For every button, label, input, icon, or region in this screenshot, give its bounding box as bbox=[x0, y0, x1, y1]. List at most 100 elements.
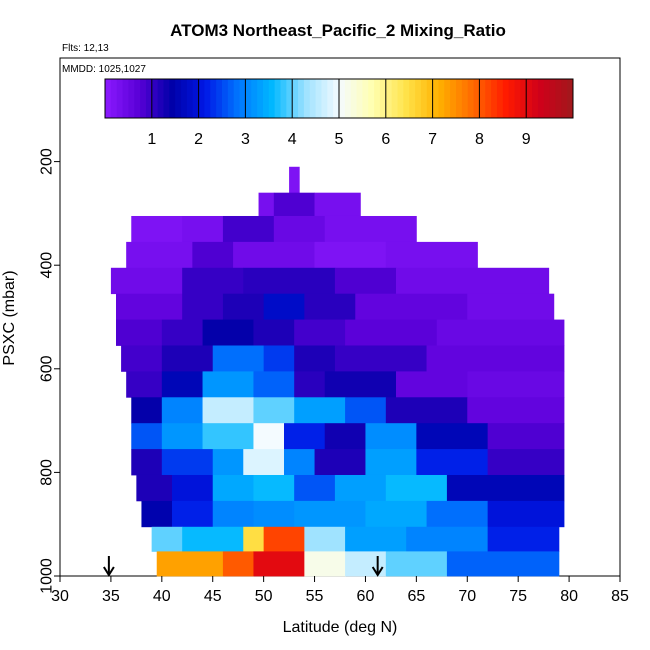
colorbar-swatch bbox=[204, 79, 211, 118]
heatmap-cell bbox=[467, 293, 555, 320]
heatmap-cell bbox=[116, 293, 183, 320]
heatmap-cell bbox=[284, 449, 315, 476]
mmdd-label: MMDD: 1025,1027 bbox=[62, 64, 146, 75]
colorbar-swatch bbox=[309, 79, 317, 118]
colorbar: 1 2 3 4 5 6 7 8 9 bbox=[104, 78, 574, 148]
x-tick-label: 50 bbox=[255, 588, 273, 605]
heatmap-cell bbox=[314, 241, 387, 269]
heatmap-cell bbox=[355, 293, 468, 320]
y-axis-label: PSXC (mbar) bbox=[1, 270, 18, 365]
heatmap-cell bbox=[202, 397, 254, 424]
heatmap-cell bbox=[487, 526, 560, 552]
heatmap-cell bbox=[131, 215, 183, 243]
heatmap-cell bbox=[487, 423, 565, 450]
heatmap-cell bbox=[116, 319, 163, 346]
heatmap-cell bbox=[151, 526, 183, 552]
heatmap-cell bbox=[385, 474, 448, 502]
heatmap-cell bbox=[487, 500, 565, 528]
colorbar-swatch bbox=[262, 79, 270, 118]
colorbar-swatch bbox=[233, 79, 241, 118]
heatmap-cell bbox=[161, 319, 203, 346]
colorbar-swatch bbox=[502, 79, 510, 118]
colorbar-swatch bbox=[286, 79, 293, 118]
colorbar-tick-label: 1 bbox=[147, 131, 156, 148]
colorbar-swatch bbox=[403, 79, 410, 118]
heatmap-cell bbox=[334, 345, 427, 372]
colorbar-swatch bbox=[496, 79, 504, 118]
colorbar-tick-label: 3 bbox=[241, 131, 250, 148]
heatmap-cell bbox=[263, 526, 305, 552]
colorbar-swatch bbox=[368, 79, 375, 118]
heatmap-cell bbox=[385, 551, 448, 577]
colorbar-swatch bbox=[485, 79, 492, 118]
colorbar-swatch bbox=[298, 79, 305, 118]
colorbar-tick-label: 4 bbox=[288, 131, 297, 148]
colorbar-tick-label: 5 bbox=[335, 131, 344, 148]
heatmap-cell bbox=[172, 500, 214, 528]
heatmap-cell bbox=[273, 215, 326, 243]
heatmap-cell bbox=[416, 423, 489, 450]
colorbar-swatch bbox=[379, 79, 387, 118]
colorbar-swatch bbox=[567, 79, 574, 118]
colorbar-swatch bbox=[467, 79, 475, 118]
arrows bbox=[103, 556, 384, 577]
heatmap-cell bbox=[161, 345, 214, 372]
heatmap-cell bbox=[365, 500, 427, 528]
colorbar-swatch bbox=[456, 79, 463, 118]
x-tick-label: 80 bbox=[560, 588, 578, 605]
axes: 30 35 40 45 50 55 60 65 70 75 80 85 200 400 600 800 1000 bbox=[39, 148, 629, 605]
heatmap-cell bbox=[161, 423, 203, 450]
colorbar-swatch bbox=[128, 79, 135, 118]
heatmap-cell bbox=[141, 500, 173, 528]
heatmap-cell bbox=[324, 423, 366, 450]
heatmap-cell bbox=[182, 215, 224, 243]
colorbar-swatch bbox=[537, 79, 545, 118]
heatmap-cell bbox=[212, 500, 254, 528]
heatmap-cell bbox=[131, 423, 163, 450]
colorbar-tick-label: 7 bbox=[428, 131, 437, 148]
heatmap-cell bbox=[324, 371, 397, 398]
colorbar-swatch bbox=[555, 79, 562, 118]
arrow-marker bbox=[103, 556, 115, 577]
colorbar-swatch bbox=[374, 79, 381, 118]
heatmap-cell bbox=[253, 474, 295, 502]
heatmap-cell bbox=[314, 449, 366, 476]
heatmap-cell bbox=[202, 371, 254, 398]
heatmap-cell bbox=[253, 371, 295, 398]
heatmap-cell bbox=[182, 293, 224, 320]
colorbar-swatch bbox=[397, 79, 404, 118]
colorbar-swatch bbox=[514, 79, 521, 118]
colorbar-swatch bbox=[251, 79, 258, 118]
heatmap-cell bbox=[294, 319, 346, 346]
colorbar-swatch bbox=[420, 79, 428, 118]
x-tick-label: 55 bbox=[306, 588, 324, 605]
arrow-marker bbox=[371, 556, 384, 577]
colorbar-tick-label: 9 bbox=[522, 131, 531, 148]
heatmap-cell bbox=[487, 449, 565, 476]
heatmap-cell bbox=[263, 345, 295, 372]
x-axis-label: Latitude (deg N) bbox=[283, 619, 398, 636]
colorbar-swatch bbox=[549, 79, 556, 118]
colorbar-swatch bbox=[385, 79, 393, 118]
colorbar-swatch bbox=[105, 79, 112, 118]
colorbar-swatch bbox=[415, 79, 422, 118]
heatmap-cell bbox=[212, 345, 265, 372]
y-tick-label: 400 bbox=[39, 252, 56, 279]
colorbar-swatch bbox=[356, 79, 363, 118]
colorbar-tick-label: 6 bbox=[381, 131, 390, 148]
heatmap-cell bbox=[253, 319, 295, 346]
heatmap-cell bbox=[365, 449, 417, 476]
heatmap-cell bbox=[304, 551, 346, 577]
heatmap-cell bbox=[192, 241, 234, 269]
colorbar-swatch bbox=[315, 79, 322, 118]
heatmap-cell bbox=[131, 449, 163, 476]
heatmap-cell bbox=[258, 192, 275, 217]
heatmap-cell bbox=[126, 241, 193, 269]
heatmap-cell bbox=[253, 397, 295, 424]
colorbar-swatch bbox=[151, 79, 159, 118]
colorbar-swatch bbox=[520, 79, 527, 118]
heatmap-cell bbox=[253, 551, 305, 577]
heatmap-cell bbox=[284, 423, 326, 450]
colorbar-swatch bbox=[239, 79, 246, 118]
heatmap-cell bbox=[396, 371, 468, 398]
